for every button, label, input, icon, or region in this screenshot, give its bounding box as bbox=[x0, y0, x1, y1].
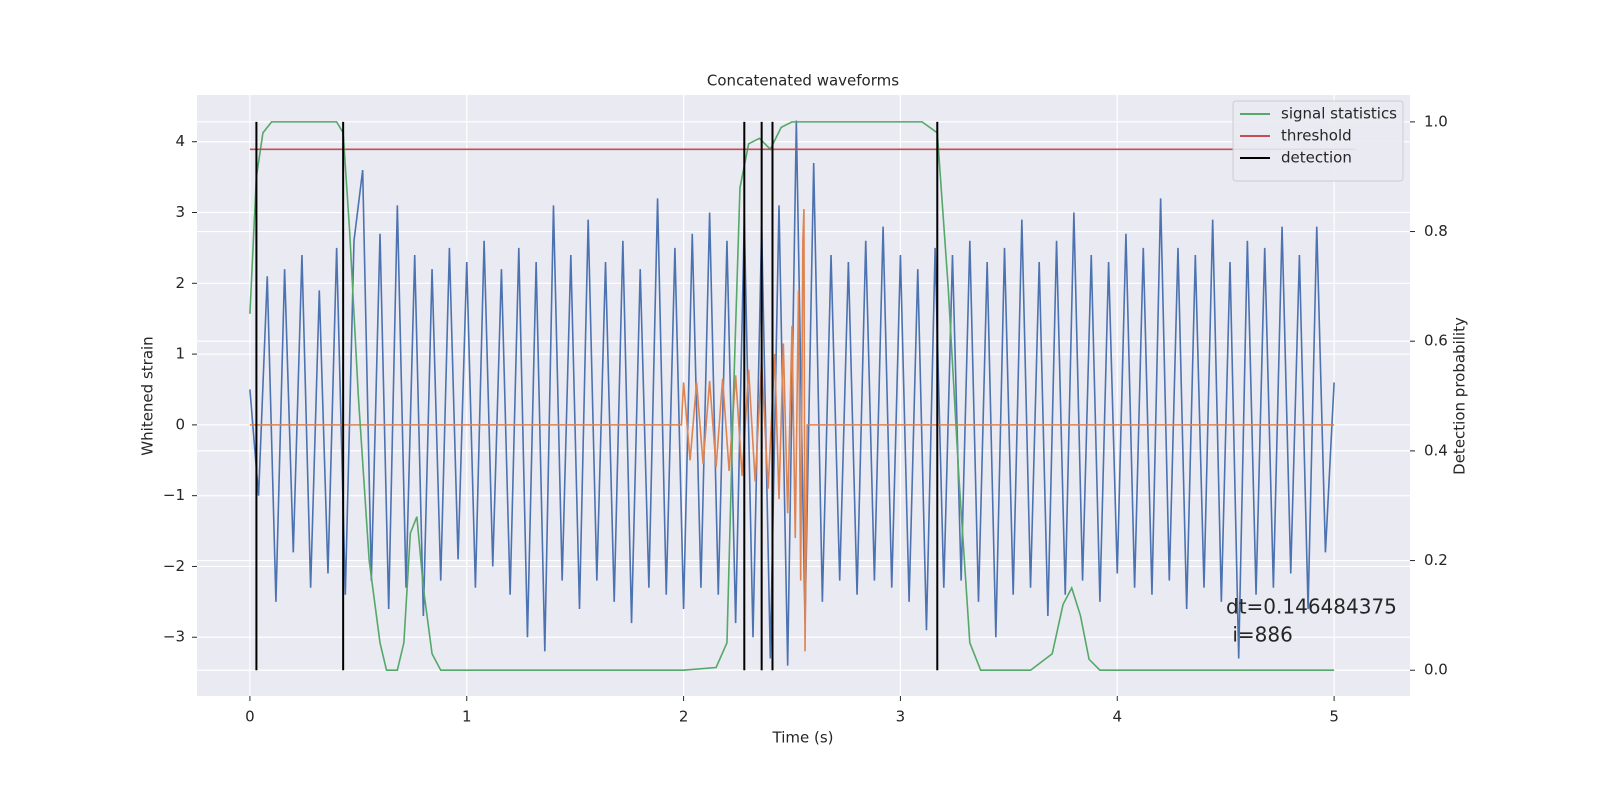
x-tick-label: 3 bbox=[896, 708, 906, 726]
annotation: dt=0.146484375 bbox=[1226, 595, 1397, 619]
y2-tick-label: 1.0 bbox=[1424, 112, 1448, 130]
y-tick-label: 3 bbox=[175, 203, 185, 221]
y2-axis-label: Detection probability bbox=[1451, 317, 1469, 475]
x-tick-label: 5 bbox=[1329, 708, 1339, 726]
y2-tick-label: 0.6 bbox=[1424, 332, 1448, 350]
series-line bbox=[249, 121, 1335, 672]
x-axis-label: Time (s) bbox=[772, 729, 834, 747]
y-tick-label: 4 bbox=[175, 132, 185, 150]
x-tick-label: 0 bbox=[245, 708, 255, 726]
annotation: i=886 bbox=[1226, 623, 1293, 647]
legend-label: threshold bbox=[1281, 127, 1352, 145]
y-axis-label: Whitened strain bbox=[139, 336, 157, 455]
y-tick-label: 2 bbox=[175, 274, 185, 292]
x-tick-label: 1 bbox=[462, 708, 472, 726]
legend-box bbox=[1232, 100, 1404, 182]
x-tick-label: 4 bbox=[1112, 708, 1122, 726]
series-line bbox=[249, 120, 1335, 666]
y-tick-label: −3 bbox=[163, 628, 185, 646]
y2-tick-label: 0.2 bbox=[1424, 551, 1448, 569]
y-tick-label: 0 bbox=[175, 415, 185, 433]
y2-tick-label: 0.0 bbox=[1424, 661, 1448, 679]
y-tick-label: −2 bbox=[163, 557, 185, 575]
x-tick-label: 2 bbox=[679, 708, 689, 726]
legend-label: signal statistics bbox=[1281, 105, 1397, 123]
chart-title: Concatenated waveforms bbox=[707, 72, 899, 90]
y-tick-label: 1 bbox=[175, 345, 185, 363]
y-tick-label: −1 bbox=[163, 486, 185, 504]
y2-tick-label: 0.8 bbox=[1424, 222, 1448, 240]
legend-label: detection bbox=[1281, 149, 1352, 167]
y2-tick-label: 0.4 bbox=[1424, 441, 1448, 459]
